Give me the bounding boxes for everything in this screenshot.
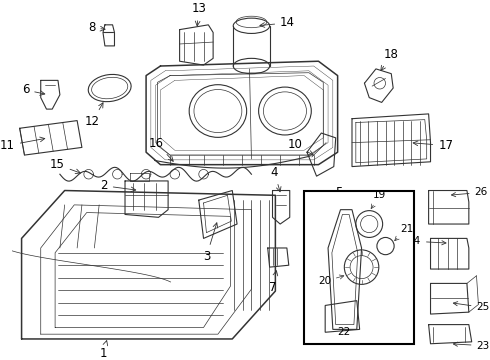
Text: 9: 9 [322, 214, 347, 227]
Text: 26: 26 [451, 188, 488, 197]
Text: 25: 25 [453, 302, 490, 312]
Text: 6: 6 [22, 84, 45, 96]
Text: 7: 7 [269, 271, 278, 294]
Text: 11: 11 [0, 137, 45, 152]
Text: 13: 13 [191, 2, 206, 26]
Text: 14: 14 [260, 17, 295, 30]
Text: 18: 18 [381, 48, 399, 71]
Text: 12: 12 [85, 103, 103, 128]
Text: 22: 22 [338, 327, 351, 337]
Text: 5: 5 [318, 186, 342, 199]
Text: 4: 4 [270, 166, 281, 192]
Text: 8: 8 [88, 21, 105, 34]
Bar [304, 190, 414, 344]
Text: 15: 15 [50, 158, 80, 174]
Text: 20: 20 [318, 275, 344, 287]
Text: 2: 2 [100, 179, 136, 192]
Text: 19: 19 [371, 190, 386, 208]
Text: 10: 10 [287, 138, 313, 155]
Text: 23: 23 [453, 341, 490, 351]
Text: 21: 21 [395, 224, 413, 240]
Text: 3: 3 [203, 223, 218, 263]
Text: 17: 17 [413, 139, 453, 152]
Text: 1: 1 [99, 341, 108, 360]
Text: 24: 24 [408, 236, 446, 246]
Text: 16: 16 [149, 137, 173, 161]
